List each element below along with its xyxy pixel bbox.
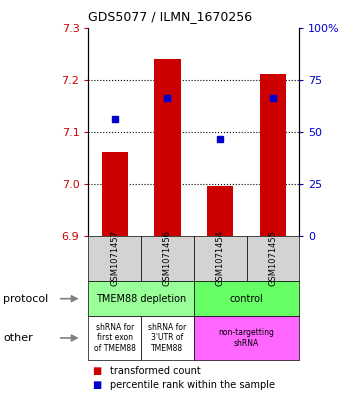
Text: shRNA for
3'UTR of
TMEM88: shRNA for 3'UTR of TMEM88 (148, 323, 187, 353)
Bar (102, 152, 128, 236)
Text: TMEM88 depletion: TMEM88 depletion (96, 294, 186, 304)
Text: non-targetting
shRNA: non-targetting shRNA (219, 328, 274, 348)
Text: ■: ■ (92, 365, 101, 376)
Text: GSM1071457: GSM1071457 (110, 230, 119, 286)
Text: transformed count: transformed count (110, 365, 201, 376)
Bar (207, 186, 233, 236)
Text: ■: ■ (92, 380, 101, 390)
Text: GSM1071454: GSM1071454 (216, 230, 225, 286)
Text: control: control (230, 294, 264, 304)
Text: percentile rank within the sample: percentile rank within the sample (110, 380, 275, 390)
Text: other: other (3, 333, 33, 343)
Text: GSM1071455: GSM1071455 (268, 230, 277, 286)
Bar (260, 74, 286, 236)
Bar (154, 59, 181, 236)
Text: GDS5077 / ILMN_1670256: GDS5077 / ILMN_1670256 (88, 10, 252, 23)
Text: GSM1071456: GSM1071456 (163, 230, 172, 286)
Text: protocol: protocol (3, 294, 49, 304)
Text: shRNA for
first exon
of TMEM88: shRNA for first exon of TMEM88 (94, 323, 136, 353)
